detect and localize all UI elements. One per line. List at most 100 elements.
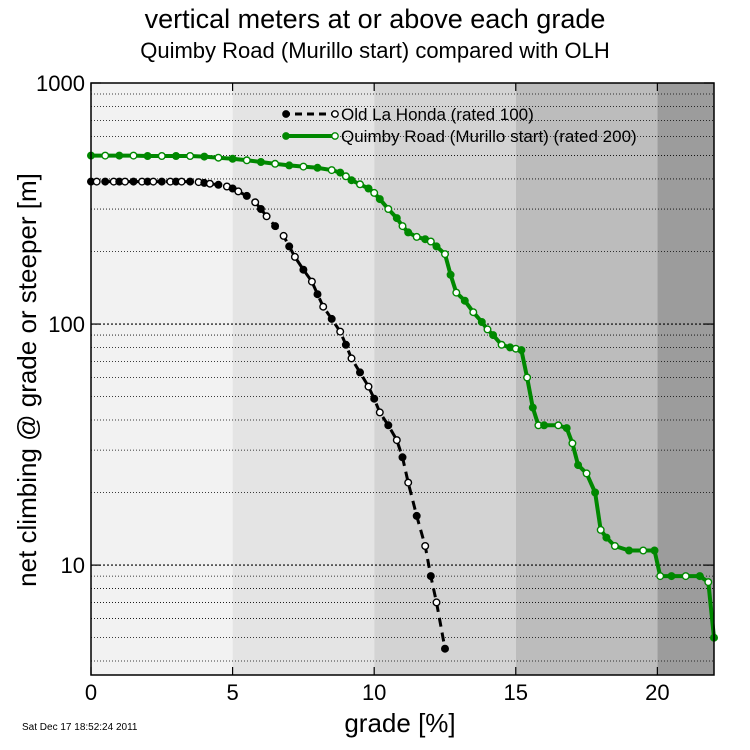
data-point (517, 346, 526, 355)
legend-swatch-marker (331, 110, 339, 118)
data-point (392, 214, 401, 223)
data-point (214, 180, 223, 189)
legend-entry-label: Old La Honda (rated 100) (341, 105, 534, 124)
data-point (460, 296, 469, 305)
data-point (528, 403, 537, 412)
data-point (341, 172, 350, 181)
series-0 (86, 177, 450, 653)
data-point (426, 572, 435, 581)
data-point (149, 177, 158, 186)
legend-swatch-marker (282, 110, 290, 118)
legend: Old La Honda (rated 100) Quimby Road (Mur… (282, 105, 637, 146)
data-point (650, 546, 659, 555)
data-point (347, 176, 356, 185)
data-point (483, 325, 492, 334)
data-point (562, 424, 571, 433)
x-axis-label: grade [%] (344, 708, 455, 738)
data-point (364, 184, 373, 193)
data-point (186, 177, 195, 186)
data-point (596, 525, 605, 534)
x-tick-label: 10 (362, 680, 386, 705)
data-point (375, 195, 384, 204)
data-point (540, 421, 549, 430)
data-point (704, 578, 713, 587)
data-point (256, 204, 265, 213)
background-band-1 (232, 83, 375, 675)
data-point (200, 152, 209, 161)
data-point (681, 572, 690, 581)
data-point (625, 546, 634, 555)
data-point (477, 318, 486, 327)
data-point (432, 598, 441, 607)
data-point (313, 163, 322, 172)
data-point (370, 394, 379, 403)
data-point (392, 436, 401, 445)
data-point (441, 250, 450, 259)
data-point (489, 331, 498, 340)
data-point (384, 204, 393, 213)
data-point (356, 368, 365, 377)
data-point (285, 242, 294, 251)
data-point (234, 187, 243, 196)
data-point (313, 290, 322, 299)
data-point (327, 314, 336, 323)
data-point (695, 572, 704, 581)
x-tick-label: 20 (645, 680, 669, 705)
data-point (469, 308, 478, 317)
data-point (404, 478, 413, 487)
data-point (574, 461, 583, 470)
y-tick-label: 1000 (36, 71, 85, 96)
data-point (92, 177, 101, 186)
data-point (299, 265, 308, 274)
data-point (129, 151, 138, 160)
data-point (452, 288, 461, 297)
series-layer (86, 151, 719, 653)
background-bands (91, 83, 714, 675)
data-point (582, 469, 591, 478)
data-point (421, 542, 430, 551)
data-point (554, 421, 563, 430)
data-point (101, 151, 110, 160)
legend-entry-label: Quimby Road (Murillo start) (rated 200) (341, 127, 637, 146)
background-band-4 (657, 83, 714, 675)
data-point (242, 191, 251, 200)
data-point (115, 151, 124, 160)
data-point (129, 177, 138, 186)
data-point (602, 533, 611, 542)
chart-subtitle: Quimby Road (Murillo start) compared wit… (140, 38, 610, 63)
data-point (214, 153, 223, 162)
data-point (256, 157, 265, 166)
data-point (336, 327, 345, 336)
data-point (177, 177, 186, 186)
data-point (347, 354, 356, 363)
background-band-2 (374, 83, 516, 675)
data-point (404, 228, 413, 237)
background-band-3 (515, 83, 658, 675)
data-point (228, 154, 237, 163)
data-point (426, 237, 435, 246)
data-point (398, 222, 407, 231)
data-point (412, 232, 421, 241)
data-point (242, 156, 251, 165)
data-point (143, 151, 152, 160)
data-point (370, 188, 379, 197)
data-point (591, 488, 600, 497)
data-point (341, 340, 350, 349)
data-point (639, 546, 648, 555)
data-point (290, 252, 299, 261)
data-point (205, 179, 214, 188)
x-tick-label: 5 (226, 680, 238, 705)
data-point (568, 439, 577, 448)
data-point (327, 166, 336, 175)
data-point (364, 382, 373, 391)
data-point (279, 231, 288, 240)
data-point (446, 270, 455, 279)
data-point (656, 572, 665, 581)
data-point (101, 177, 110, 186)
data-point (120, 177, 129, 186)
legend-swatch-marker (282, 132, 290, 140)
data-point (610, 542, 619, 551)
legend-swatch-marker (331, 132, 339, 140)
data-point (336, 168, 345, 177)
data-point (441, 644, 450, 653)
